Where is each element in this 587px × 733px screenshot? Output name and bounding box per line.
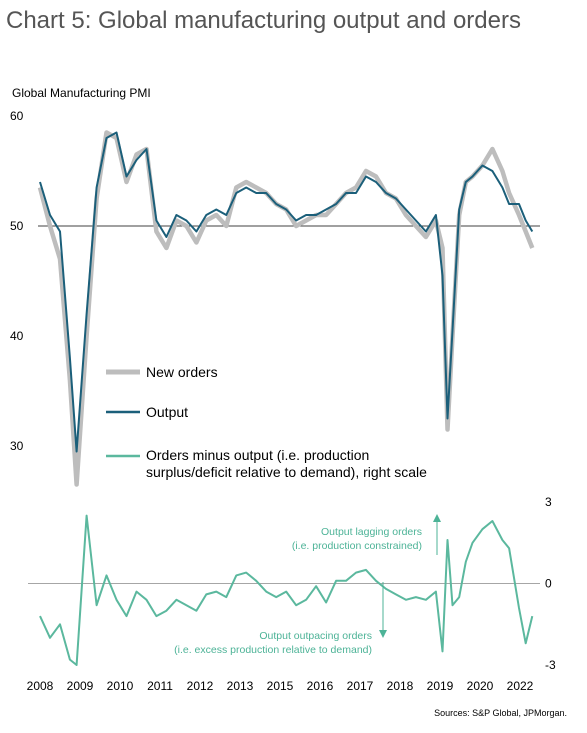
right-axis-ticks: -3 0 3: [545, 495, 556, 672]
left-axis-ticks: 30 40 50 60: [10, 109, 24, 453]
legend-label-new-orders: New orders: [146, 364, 218, 380]
x-tick-label: 2012: [187, 679, 214, 693]
right-tick-label: -3: [545, 658, 556, 672]
legend-label-diff-line1: Orders minus output (i.e. production: [146, 447, 369, 463]
legend-label-output: Output: [146, 404, 188, 420]
arrow-up-head-icon: [433, 514, 441, 522]
new-orders-line: [37, 130, 535, 487]
x-tick-label: 2015: [267, 679, 294, 693]
x-tick-label: 2011: [147, 679, 173, 693]
x-tick-label: 2010: [107, 679, 134, 693]
x-axis-ticks: 2008 2009 2010 2011 2012 2013 2015 2016 2017 2018…: [27, 679, 534, 693]
x-tick-label: 2016: [307, 679, 334, 693]
arrow-down-head-icon: [379, 630, 387, 638]
x-tick-label: 2020: [467, 679, 494, 693]
x-tick-label: 2009: [67, 679, 94, 693]
right-tick-label: 0: [545, 577, 552, 591]
x-tick-label: 2018: [387, 679, 414, 693]
x-tick-label: 2013: [227, 679, 254, 693]
right-tick-label: 3: [545, 495, 552, 509]
legend-label-diff-line2: surplus/deficit relative to demand), rig…: [146, 464, 427, 480]
left-tick-label: 40: [10, 329, 24, 343]
annotation-up-line1: Output lagging orders: [321, 526, 422, 538]
x-tick-label: 2022: [507, 679, 534, 693]
output-line: [39, 131, 534, 453]
page-title: Chart 5: Global manufacturing output and…: [6, 7, 521, 34]
left-tick-label: 60: [10, 109, 24, 123]
annotation-down-line1: Output outpacing orders: [259, 630, 372, 642]
x-tick-label: 2019: [427, 679, 454, 693]
source-note: Sources: S&P Global, JPMorgan.: [434, 708, 567, 718]
left-axis-label: Global Manufacturing PMI: [12, 86, 151, 100]
left-tick-label: 30: [10, 439, 24, 453]
x-tick-label: 2008: [27, 679, 54, 693]
annotation-down-line2: (i.e. excess production relative to dema…: [174, 644, 372, 656]
orders-minus-output-line: [39, 514, 534, 666]
left-tick-label: 50: [10, 219, 24, 233]
x-tick-label: 2017: [347, 679, 374, 693]
annotation-up-line2: (i.e. production constrained): [292, 540, 422, 552]
